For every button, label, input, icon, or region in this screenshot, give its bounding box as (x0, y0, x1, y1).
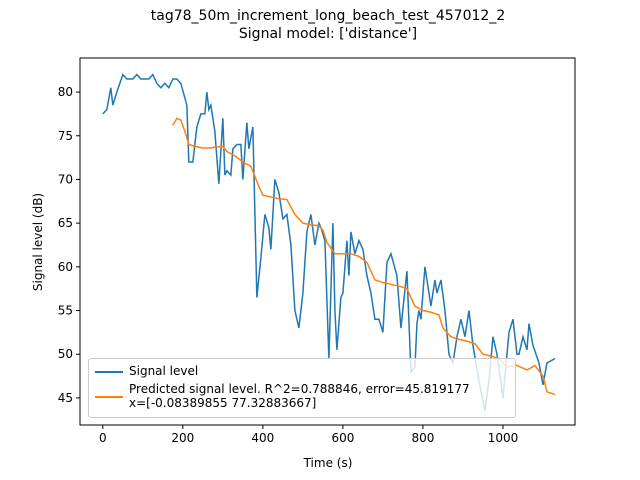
y-tick-label: 70 (58, 172, 73, 186)
y-tick-label: 65 (58, 216, 73, 230)
legend: Signal level Predicted signal level. R^2=… (88, 358, 516, 418)
legend-swatch (95, 396, 123, 398)
legend-label: Signal level (129, 364, 199, 378)
x-tick-label: 600 (331, 431, 354, 445)
chart-subtitle: Signal model: ['distance'] (239, 26, 417, 42)
y-axis-label: Signal level (dB) (31, 193, 45, 291)
y-tick-label: 60 (58, 260, 73, 274)
x-tick-label: 0 (99, 431, 107, 445)
x-axis-label: Time (s) (303, 456, 353, 470)
legend-swatch (95, 371, 123, 373)
x-tick-label: 200 (171, 431, 194, 445)
y-tick-label: 45 (58, 391, 73, 405)
x-tick-label: 400 (251, 431, 274, 445)
chart-title: tag78_50m_increment_long_beach_test_4570… (151, 8, 505, 24)
y-tick-label: 50 (58, 347, 73, 361)
y-tick-label: 75 (58, 129, 73, 143)
x-tick-label: 1000 (488, 431, 519, 445)
y-tick-label: 55 (58, 304, 73, 318)
legend-label: Predicted signal level. R^2=0.788846, er… (129, 382, 470, 410)
x-tick-label: 800 (411, 431, 434, 445)
y-tick-label: 80 (58, 85, 73, 99)
series-line (172, 117, 556, 396)
plot-frame (79, 57, 576, 426)
